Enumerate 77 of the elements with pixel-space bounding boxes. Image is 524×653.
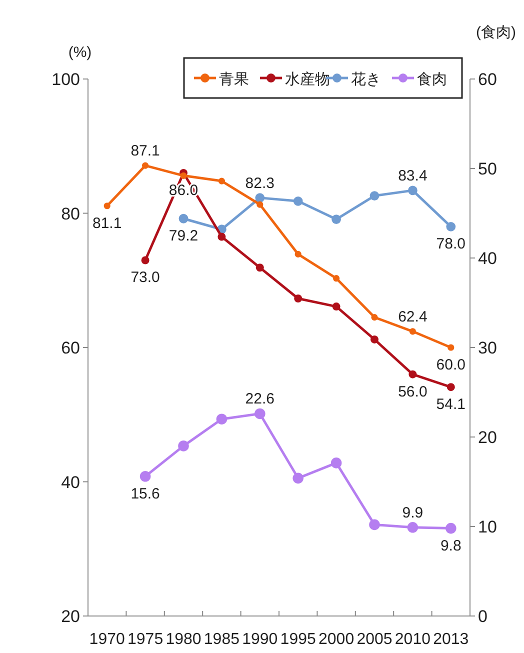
point: [409, 328, 416, 335]
point: [370, 191, 380, 200]
point: [255, 193, 265, 203]
legend-label: 花き: [351, 71, 381, 88]
y-tick-label: 40: [61, 472, 80, 492]
x-tick-label: 1995: [280, 631, 316, 648]
point: [369, 519, 380, 530]
legend-label: 青果: [219, 71, 249, 88]
data-label: 54.1: [436, 396, 466, 414]
legend-label: 水産物: [285, 71, 330, 88]
y2-tick-label: 10: [478, 518, 497, 536]
point: [446, 222, 456, 232]
point: [408, 186, 418, 196]
point: [332, 302, 340, 311]
y2-axis-title: (食肉): [476, 24, 516, 41]
data-label: 15.6: [130, 485, 160, 502]
point: [293, 196, 303, 206]
point: [446, 522, 456, 534]
data-label: 9.8: [440, 537, 462, 554]
point: [292, 472, 304, 484]
point: [142, 162, 149, 169]
point: [178, 440, 189, 452]
point: [104, 202, 110, 210]
y-tick-label: 80: [61, 204, 80, 224]
point: [256, 264, 264, 272]
data-label: 79.2: [168, 228, 198, 245]
data-label: 9.9: [402, 504, 424, 522]
point: [330, 458, 342, 468]
x-tick-label: 1990: [242, 631, 278, 648]
x-tick-label: 2010: [394, 631, 431, 648]
x-tick-label: 2013: [433, 631, 469, 648]
y2-tick-label: 0: [478, 607, 488, 626]
data-label: 87.1: [130, 142, 160, 160]
point: [448, 344, 454, 351]
point: [333, 275, 340, 282]
point: [294, 294, 302, 302]
data-label: 60.0: [436, 356, 466, 374]
data-label: 62.4: [398, 308, 428, 326]
point: [180, 172, 187, 179]
x-tick-label: 1975: [128, 631, 164, 648]
data-label: 82.3: [245, 174, 274, 192]
point: [140, 470, 151, 482]
legend-label: 食肉: [417, 71, 447, 88]
y-tick-label: 20: [61, 607, 80, 626]
point: [216, 414, 228, 424]
point: [141, 256, 150, 264]
point: [218, 178, 225, 184]
data-label: 22.6: [245, 390, 274, 408]
point: [332, 214, 341, 224]
data-label: 73.0: [130, 269, 160, 286]
y2-tick-label: 30: [478, 338, 497, 358]
y-tick-label: 60: [61, 338, 80, 358]
data-label: 81.1: [92, 214, 122, 232]
point: [256, 201, 264, 208]
point: [370, 335, 378, 344]
x-tick-label: 2000: [318, 631, 354, 648]
point: [446, 383, 455, 392]
y2-tick-label: 20: [478, 428, 497, 447]
point: [371, 314, 378, 321]
point: [407, 522, 418, 533]
y2-tick-label: 60: [478, 70, 497, 89]
y2-tick-label: 40: [478, 249, 497, 268]
x-tick-label: 2005: [356, 631, 392, 648]
point: [218, 232, 226, 241]
data-label: 83.4: [398, 167, 428, 184]
point: [408, 370, 417, 378]
point: [178, 214, 188, 224]
data-label: 78.0: [436, 236, 466, 253]
point: [294, 250, 302, 258]
point: [254, 408, 266, 420]
x-tick-label: 1985: [204, 631, 240, 648]
y2-tick-label: 50: [478, 160, 497, 178]
x-tick-label: 1970: [89, 631, 125, 648]
data-label: 56.0: [398, 383, 428, 400]
x-tick-label: 1980: [166, 631, 202, 648]
y-axis-title: (%): [68, 44, 92, 61]
y-tick-label: 100: [52, 70, 80, 89]
